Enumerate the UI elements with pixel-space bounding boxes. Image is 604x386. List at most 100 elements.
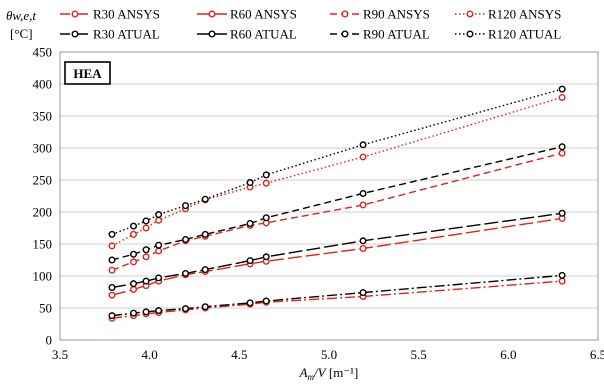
data-point <box>558 277 566 285</box>
y-tick-label: 300 <box>33 141 53 156</box>
x-tick-label: 3.5 <box>52 347 68 362</box>
data-point <box>246 257 254 265</box>
legend-marker <box>208 10 216 18</box>
y-axis-ticks: 0 50 100 150 200 250 300 350 400 450 <box>33 45 53 348</box>
data-point <box>359 289 367 297</box>
x-label-part: /V <box>313 365 328 380</box>
series-line <box>111 217 563 296</box>
annotation-label: HEA <box>73 66 102 81</box>
data-point <box>142 277 150 285</box>
data-point <box>142 217 150 225</box>
x-label-part: A <box>299 365 308 380</box>
x-tick-label: 4.5 <box>231 347 247 362</box>
data-point <box>130 250 138 258</box>
y-tick-label: 350 <box>33 109 53 124</box>
data-point <box>142 246 150 254</box>
data-point <box>108 291 116 299</box>
data-point <box>130 285 138 293</box>
data-point <box>155 211 163 219</box>
data-point <box>246 220 254 228</box>
data-point <box>262 253 270 261</box>
data-point <box>262 171 270 179</box>
legend-label: R30 ATUAL <box>93 27 160 42</box>
data-point <box>201 195 209 203</box>
data-point <box>130 309 138 317</box>
series-line <box>111 152 563 271</box>
series-line <box>111 88 563 236</box>
data-point <box>142 308 150 316</box>
legend-label: R30 ANSYS <box>93 7 160 22</box>
legend-label: R120 ANSYS <box>488 7 561 22</box>
legend: R30 ANSYS R60 ANSYS R90 ANSYS R120 ANSYS R30… <box>60 7 561 42</box>
data-point <box>558 143 566 151</box>
data-point <box>182 269 190 277</box>
y-axis-label: θw,e,t [°C] <box>6 8 36 41</box>
series-line <box>111 96 563 247</box>
x-tick-label: 5.5 <box>411 347 427 362</box>
data-point <box>262 214 270 222</box>
data-point <box>108 242 116 250</box>
plot-area <box>59 51 599 341</box>
series-lines <box>111 88 563 319</box>
y-tick-label: 250 <box>33 173 53 188</box>
series-line <box>111 274 563 317</box>
x-tick-label: 4.0 <box>142 347 158 362</box>
annotation-box <box>64 61 111 85</box>
legend-label: R60 ATUAL <box>230 27 297 42</box>
x-axis-label-text: Am/V [m⁻¹] <box>299 365 359 381</box>
data-point <box>108 230 116 238</box>
annotation: HEA <box>64 61 111 85</box>
data-point <box>142 253 150 261</box>
legend-marker <box>71 10 79 18</box>
y-axis-label-line-2: [°C] <box>10 26 33 41</box>
y-tick-label: 100 <box>33 269 53 284</box>
data-point <box>182 305 190 313</box>
legend-marker <box>208 30 216 38</box>
data-point <box>359 189 367 197</box>
data-point <box>155 274 163 282</box>
x-label-unit: [m⁻¹] <box>326 365 359 380</box>
legend-label: R120 ATUAL <box>488 27 561 42</box>
data-point <box>130 222 138 230</box>
x-axis-ticks: 3.5 4.0 4.5 5.0 5.5 6.0 6.5 <box>52 347 604 362</box>
data-point <box>130 230 138 238</box>
y-tick-label: 0 <box>46 333 53 348</box>
data-point <box>558 149 566 157</box>
series-line <box>111 280 563 319</box>
data-point <box>201 266 209 274</box>
data-point <box>359 237 367 245</box>
y-tick-label: 400 <box>33 77 53 92</box>
y-tick-label: 50 <box>39 301 52 316</box>
legend-label: R60 ANSYS <box>230 7 297 22</box>
x-tick-label: 6.0 <box>500 347 516 362</box>
data-point <box>155 307 163 315</box>
data-point <box>155 247 163 255</box>
data-point <box>359 153 367 161</box>
data-point <box>558 93 566 101</box>
legend-marker <box>71 30 79 38</box>
data-point <box>155 216 163 224</box>
data-point <box>359 201 367 209</box>
data-point <box>155 241 163 249</box>
x-tick-label: 5.0 <box>321 347 337 362</box>
y-tick-label: 450 <box>33 45 53 60</box>
grid <box>60 83 598 309</box>
data-point <box>262 297 270 305</box>
legend-marker <box>341 10 349 18</box>
data-point <box>201 303 209 311</box>
y-tick-label: 150 <box>33 237 53 252</box>
data-point <box>108 284 116 292</box>
x-label-subscript: m <box>308 372 315 381</box>
x-axis-label: Am/V [m⁻¹] <box>299 365 359 382</box>
data-point <box>246 299 254 307</box>
data-point <box>182 202 190 210</box>
data-point <box>558 85 566 93</box>
data-point <box>262 179 270 187</box>
legend-marker <box>466 10 474 18</box>
data-point <box>359 244 367 252</box>
legend-label: R90 ATUAL <box>363 27 430 42</box>
y-axis-label-line-1: θw,e,t <box>6 8 36 23</box>
data-point <box>182 236 190 244</box>
data-point <box>558 271 566 279</box>
